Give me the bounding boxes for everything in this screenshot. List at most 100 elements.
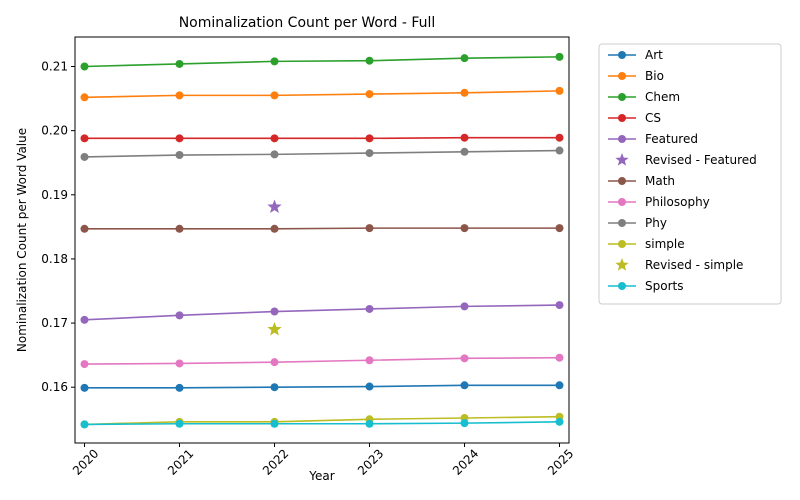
data-point: [365, 304, 374, 313]
data-point: [175, 419, 184, 428]
series-bio: [80, 86, 564, 102]
data-point: [555, 417, 564, 426]
series-sports: [80, 417, 564, 429]
legend-marker: [618, 93, 626, 101]
legend-marker: [618, 240, 626, 248]
data-point: [175, 383, 184, 392]
data-point: [80, 62, 89, 71]
series-line: [84, 136, 560, 140]
data-point: [555, 301, 564, 310]
series-line: [84, 356, 560, 365]
legend-marker: [618, 282, 626, 290]
data-point: [555, 353, 564, 362]
series-line: [84, 415, 560, 426]
data-point: [80, 360, 89, 369]
data-point: [270, 224, 279, 233]
legend-item: Revised - simple: [615, 258, 743, 272]
x-tick-label: 2022: [260, 446, 291, 477]
data-point-star: [267, 321, 282, 336]
legend-item: Philosophy: [608, 195, 710, 209]
series-revised-featured: [267, 199, 282, 214]
legend-item: Art: [608, 48, 663, 62]
series-featured: [80, 301, 564, 324]
data-point: [80, 152, 89, 161]
legend-item: Phy: [608, 216, 667, 230]
y-tick-label: 0.16: [41, 380, 68, 394]
legend-marker: [618, 135, 626, 143]
series-line: [84, 421, 560, 426]
y-tick-label: 0.20: [41, 124, 68, 138]
x-axis-title: Year: [308, 469, 334, 483]
legend-label: Art: [645, 48, 663, 62]
x-tick-label: 2021: [165, 446, 196, 477]
series-line: [84, 149, 560, 158]
series-chem: [80, 52, 564, 71]
y-tick-label: 0.18: [41, 252, 68, 266]
data-point: [270, 57, 279, 66]
data-point: [460, 54, 469, 63]
legend-label: Revised - Featured: [645, 153, 757, 167]
plot-frame: [74, 36, 570, 444]
data-point: [270, 383, 279, 392]
legend-label: Sports: [645, 279, 683, 293]
data-point: [555, 52, 564, 61]
legend-box: [598, 43, 782, 305]
data-point: [555, 224, 564, 233]
data-point: [460, 133, 469, 142]
legend-label: Math: [645, 174, 675, 188]
legend-item: Featured: [608, 132, 698, 146]
series-line: [84, 56, 560, 68]
series-simple: [80, 412, 564, 429]
data-point: [365, 224, 374, 233]
data-point: [555, 381, 564, 390]
data-point: [270, 358, 279, 367]
data-point: [270, 150, 279, 159]
data-point: [460, 224, 469, 233]
chart-title: Nominalization Count per Word - Full: [179, 15, 436, 31]
legend-item: Sports: [608, 279, 683, 293]
data-point: [80, 315, 89, 324]
data-point: [460, 419, 469, 428]
data-point: [80, 93, 89, 102]
legend-item: Bio: [608, 69, 664, 83]
x-tick-label: 2025: [545, 446, 576, 477]
data-point-star: [267, 199, 282, 214]
legend-marker-star: [615, 153, 629, 166]
data-point: [270, 91, 279, 100]
data-point: [80, 383, 89, 392]
series-revised-simple: [267, 321, 282, 336]
legend-marker: [618, 51, 626, 59]
legend-item: Revised - Featured: [615, 153, 757, 167]
legend-item: Chem: [608, 90, 680, 104]
series-philosophy: [80, 353, 564, 369]
data-point: [555, 86, 564, 95]
data-point: [365, 382, 374, 391]
data-point: [460, 381, 469, 390]
legend-label: Featured: [645, 132, 698, 146]
legend-marker: [618, 198, 626, 206]
data-point: [460, 88, 469, 97]
legend-label: Chem: [645, 90, 680, 104]
data-point: [270, 419, 279, 428]
data-point: [80, 420, 89, 429]
data-point: [175, 359, 184, 368]
data-point: [460, 147, 469, 156]
data-point: [175, 224, 184, 233]
data-point: [175, 91, 184, 100]
series-line: [84, 227, 560, 230]
data-point: [365, 419, 374, 428]
data-point: [365, 149, 374, 158]
series-math: [80, 224, 564, 233]
data-point: [555, 146, 564, 155]
x-tick-label: 2020: [70, 446, 101, 477]
series-art: [80, 381, 564, 392]
legend-label: Philosophy: [645, 195, 710, 209]
legend-label: Bio: [645, 69, 664, 83]
data-point: [365, 90, 374, 99]
data-point: [175, 59, 184, 68]
x-tick-label: 2023: [355, 446, 386, 477]
legend: Art Bio Chem CS Featured Revised - Featured Ma…: [598, 43, 782, 305]
legend-label: Revised - simple: [645, 258, 743, 272]
data-point: [365, 134, 374, 143]
